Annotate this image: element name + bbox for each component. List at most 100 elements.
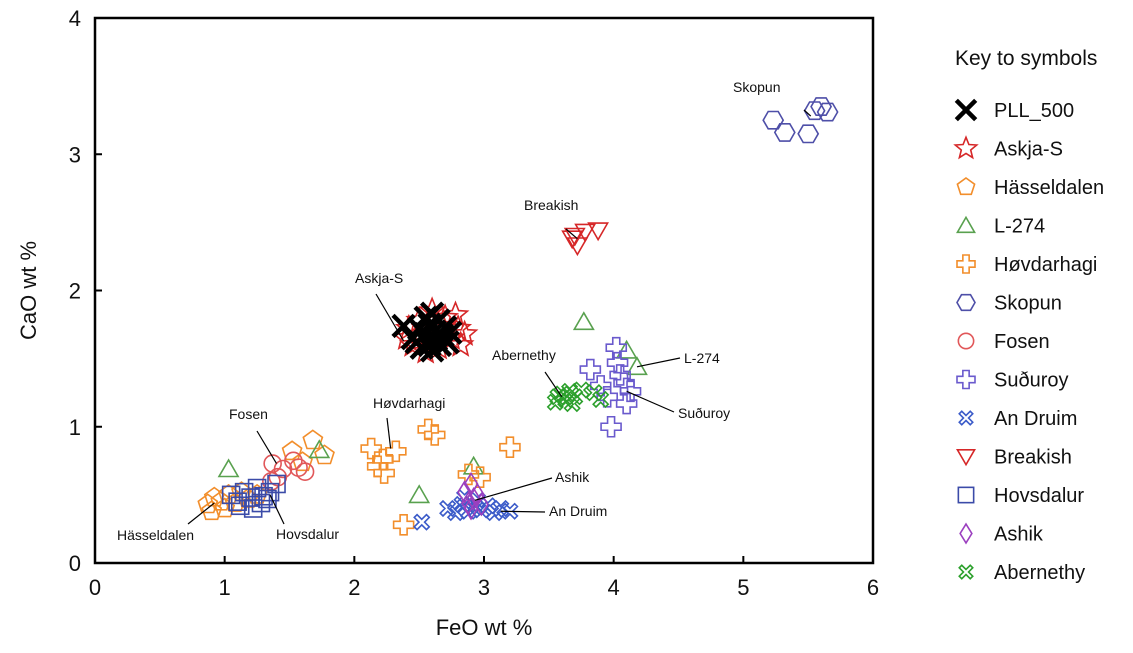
data-point-h-vdarhagi [385,440,407,463]
legend-marker-an-druim [958,410,974,426]
data-point-hovsdalur [228,492,247,511]
data-point-hovsdalur [230,496,250,516]
data-point-hovsdalur [258,489,277,509]
annotation-abernethy: Abernethy [492,347,556,363]
data-point-ashik [463,496,479,521]
legend: PLL_500 Askja-S Hässeldalen L-274 Høvdarhagi… [953,98,1104,584]
data-point-h-sseldalen [224,492,246,512]
legend-marker-hovsdalur [957,486,975,504]
legend-marker-askja-s [953,135,979,160]
data-point-breakish [563,227,586,247]
data-point-skopun [816,102,839,122]
data-point-skopun [810,97,833,116]
data-point-breakish [561,230,584,250]
data-point-h-vdarhagi [392,514,415,536]
data-point-an-druim [439,499,457,518]
leader-line-su-uroy [626,390,675,413]
data-point-su-uroy [579,358,602,381]
data-point-su-uroy [615,392,638,415]
x-tick-label: 5 [737,575,749,600]
annotation-l-274: L-274 [684,350,720,366]
legend-title: Key to symbols [955,47,1097,70]
leader-line-askja-s [375,293,405,342]
data-point-h-vdarhagi [499,436,521,458]
series-abernethy [546,381,610,413]
data-point-h-vdarhagi [372,448,394,471]
data-point-ashik [466,486,482,511]
y-tick-label: 3 [69,142,81,167]
legend-marker-h-vdarhagi [956,254,976,274]
legend-label-l-274: L-274 [994,216,1045,238]
y-tick-label: 1 [69,415,81,440]
legend-marker-abernethy [958,564,974,580]
data-point-fosen [295,462,315,482]
x-tick-label: 4 [608,575,620,600]
data-point-pll-500 [417,332,442,358]
y-tick-label: 2 [69,279,81,304]
data-point-l-274 [308,439,331,459]
legend-marker-l-274 [956,215,976,234]
leader-line-fosen [256,430,278,464]
x-tick-label: 1 [219,575,231,600]
y-tick-label: 0 [69,551,81,576]
legend-label-su-uroy: Suðuroy [994,370,1069,392]
data-point-pll-500 [438,320,463,345]
legend-marker-pll-500 [954,98,978,122]
data-point-l-274 [408,484,431,504]
data-point-abernethy [592,390,610,409]
data-point-skopun [797,124,820,144]
data-point-su-uroy [589,375,612,397]
data-point-l-274 [572,311,595,331]
legend-marker-su-uroy [956,369,976,390]
data-point-ashik [470,482,485,507]
legend-label-pll-500: PLL_500 [994,100,1074,122]
data-point-l-274 [615,339,638,359]
data-point-skopun [762,110,785,130]
data-point-ashik [457,480,472,505]
annotation-skopun: Skopun [733,79,780,95]
annotation-hovsdalur: Hovsdalur [276,526,339,542]
annotation-askja-s: Askja-S [355,270,403,286]
series-skopun [762,97,839,144]
leader-line-breakish [565,228,578,240]
annotation-ashik: Ashik [555,469,590,485]
data-point-breakish [574,223,597,243]
legend-label-skopun: Skopun [994,293,1062,315]
data-point-hovsdalur [254,486,273,506]
data-point-breakish [587,222,609,242]
data-point-an-druim [501,502,519,520]
data-point-fosen [263,454,282,473]
data-point-pll-500 [419,301,445,326]
data-point-fosen [284,451,303,471]
x-tick-label: 3 [478,575,490,600]
legend-label-fosen: Fosen [994,331,1050,353]
legend-marker-ashik [959,522,973,545]
leader-line-hovsdalur [269,494,285,525]
legend-label-abernethy: Abernethy [994,562,1085,584]
x-tick-label: 6 [867,575,879,600]
legend-label-breakish: Breakish [994,447,1072,469]
data-point-an-druim [413,513,431,531]
data-point-su-uroy [619,380,642,403]
annotation-su-uroy: Suðuroy [678,405,730,421]
series-ashik [457,471,489,521]
data-point-h-sseldalen [281,440,303,461]
series-breakish [561,222,609,257]
legend-label-hovsdalur: Hovsdalur [994,485,1084,507]
data-point-h-vdarhagi [417,418,440,441]
x-tick-label: 2 [348,575,360,600]
data-point-su-uroy [600,415,622,438]
legend-marker-fosen [957,332,975,350]
leader-line-skopun [803,109,812,117]
leader-line-an-druim [500,510,546,513]
legend-label-h-sseldalen: Hässeldalen [994,177,1104,199]
data-point-su-uroy [609,364,631,386]
leader-line-abernethy [544,371,563,398]
leader-line-ashik [474,477,553,501]
data-point-ashik [473,492,489,517]
legend-label-ashik: Ashik [994,524,1044,546]
data-point-h-sseldalen [302,429,324,450]
legend-marker-skopun [956,293,976,312]
